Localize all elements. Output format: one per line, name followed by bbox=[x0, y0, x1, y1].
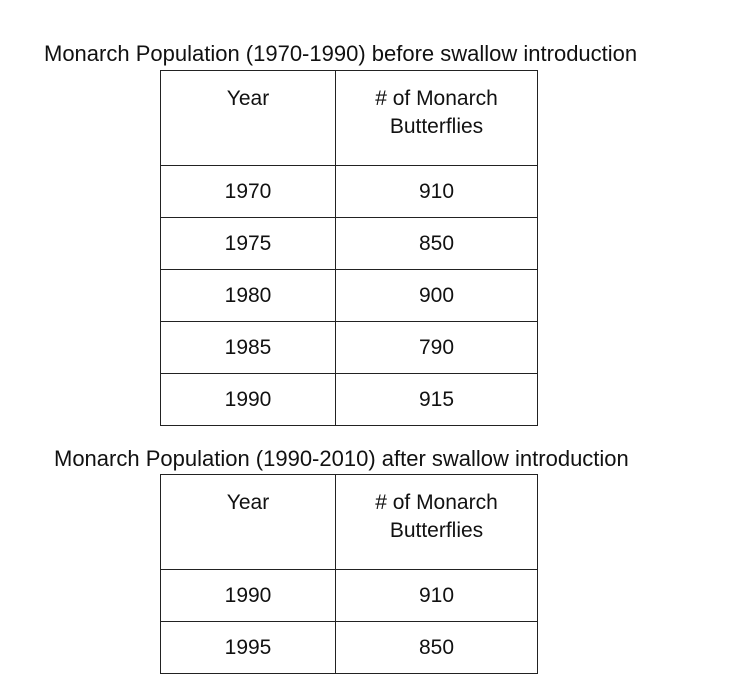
table-title-after: Monarch Population (1990-2010) after swa… bbox=[54, 446, 629, 471]
table-row: 1990 915 bbox=[160, 373, 538, 426]
table-row: 1970 910 bbox=[160, 165, 538, 218]
count-header-line2: Butterflies bbox=[389, 115, 484, 138]
monarch-table-after: Year # of Monarch Butterflies 1990 910 1… bbox=[160, 474, 538, 674]
year-cell: 1970 bbox=[160, 165, 336, 218]
year-cell: 1990 bbox=[160, 373, 336, 426]
count-header: # of Monarch Butterflies bbox=[335, 70, 538, 166]
table-header-row: Year # of Monarch Butterflies bbox=[160, 474, 538, 570]
count-header-line1: # of Monarch bbox=[375, 491, 498, 514]
monarch-table-before: Year # of Monarch Butterflies 1970 910 1… bbox=[160, 70, 538, 426]
table-row: 1980 900 bbox=[160, 269, 538, 322]
year-header: Year bbox=[160, 474, 336, 570]
table-row: 1995 850 bbox=[160, 621, 538, 674]
year-cell: 1990 bbox=[160, 569, 336, 622]
year-cell: 1995 bbox=[160, 621, 336, 674]
table-row: 1990 910 bbox=[160, 569, 538, 622]
count-header-line2: Butterflies bbox=[389, 519, 484, 542]
table-row: 1975 850 bbox=[160, 217, 538, 270]
table-row: 1985 790 bbox=[160, 321, 538, 374]
table-header-row: Year # of Monarch Butterflies bbox=[160, 70, 538, 166]
year-cell: 1980 bbox=[160, 269, 336, 322]
table-title-before: Monarch Population (1970-1990) before sw… bbox=[44, 41, 638, 66]
year-header: Year bbox=[160, 70, 336, 166]
count-cell: 850 bbox=[335, 217, 538, 270]
count-cell: 910 bbox=[335, 569, 538, 622]
count-cell: 910 bbox=[335, 165, 538, 218]
year-cell: 1985 bbox=[160, 321, 336, 374]
count-cell: 790 bbox=[335, 321, 538, 374]
count-header-line1: # of Monarch bbox=[375, 87, 498, 110]
count-cell: 900 bbox=[335, 269, 538, 322]
count-cell: 915 bbox=[335, 373, 538, 426]
count-cell: 850 bbox=[335, 621, 538, 674]
count-header: # of Monarch Butterflies bbox=[335, 474, 538, 570]
year-cell: 1975 bbox=[160, 217, 336, 270]
